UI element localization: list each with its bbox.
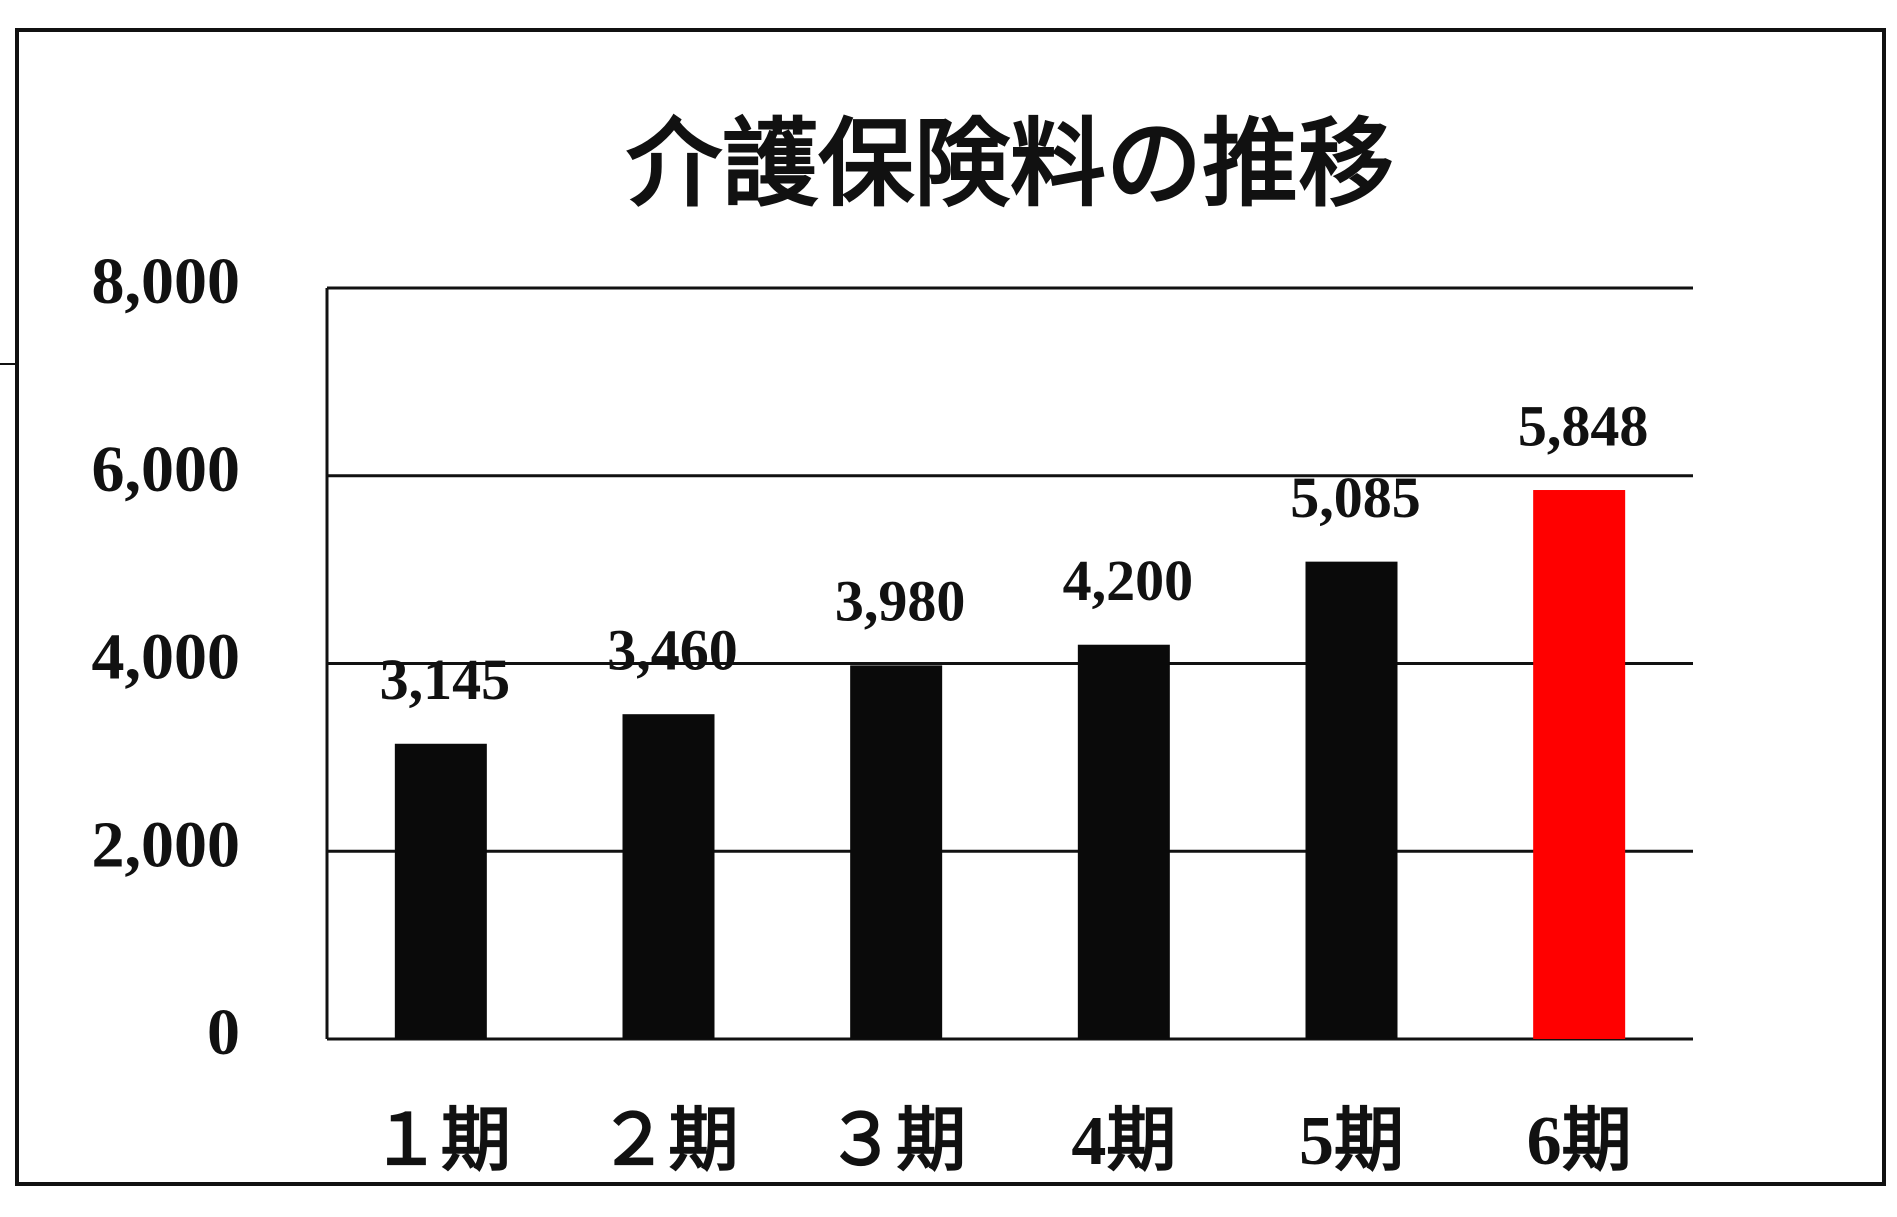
bar (1077, 644, 1170, 1039)
x-tick-label: 5期 (1299, 1103, 1404, 1180)
y-tick-label: 6,000 (92, 433, 241, 506)
y-tick-label: 0 (207, 996, 240, 1069)
x-tick-label: 4期 (1071, 1103, 1176, 1180)
y-tick-label: 8,000 (92, 245, 241, 318)
bar (622, 714, 715, 1039)
value-label: 5,085 (1290, 465, 1421, 530)
x-tick-label: 6期 (1527, 1103, 1632, 1180)
value-label: 4,200 (1063, 548, 1194, 613)
bar (394, 743, 487, 1039)
x-tick-label: ２期 (599, 1103, 739, 1180)
value-label: 3,460 (607, 618, 738, 683)
chart-frame (15, 28, 1886, 1186)
y-tick-label: 4,000 (92, 621, 241, 694)
y-tick-label: 2,000 (92, 808, 241, 881)
x-tick-label: １期 (371, 1103, 511, 1180)
value-label: 3,980 (835, 569, 966, 634)
bar (1533, 490, 1626, 1039)
value-label: 3,145 (380, 647, 511, 712)
bar (1305, 561, 1398, 1039)
x-tick-label: ３期 (826, 1103, 966, 1180)
chart-title: 介護保険料の推移 (626, 111, 1394, 218)
value-label: 5,848 (1518, 393, 1649, 458)
bar (850, 665, 943, 1039)
